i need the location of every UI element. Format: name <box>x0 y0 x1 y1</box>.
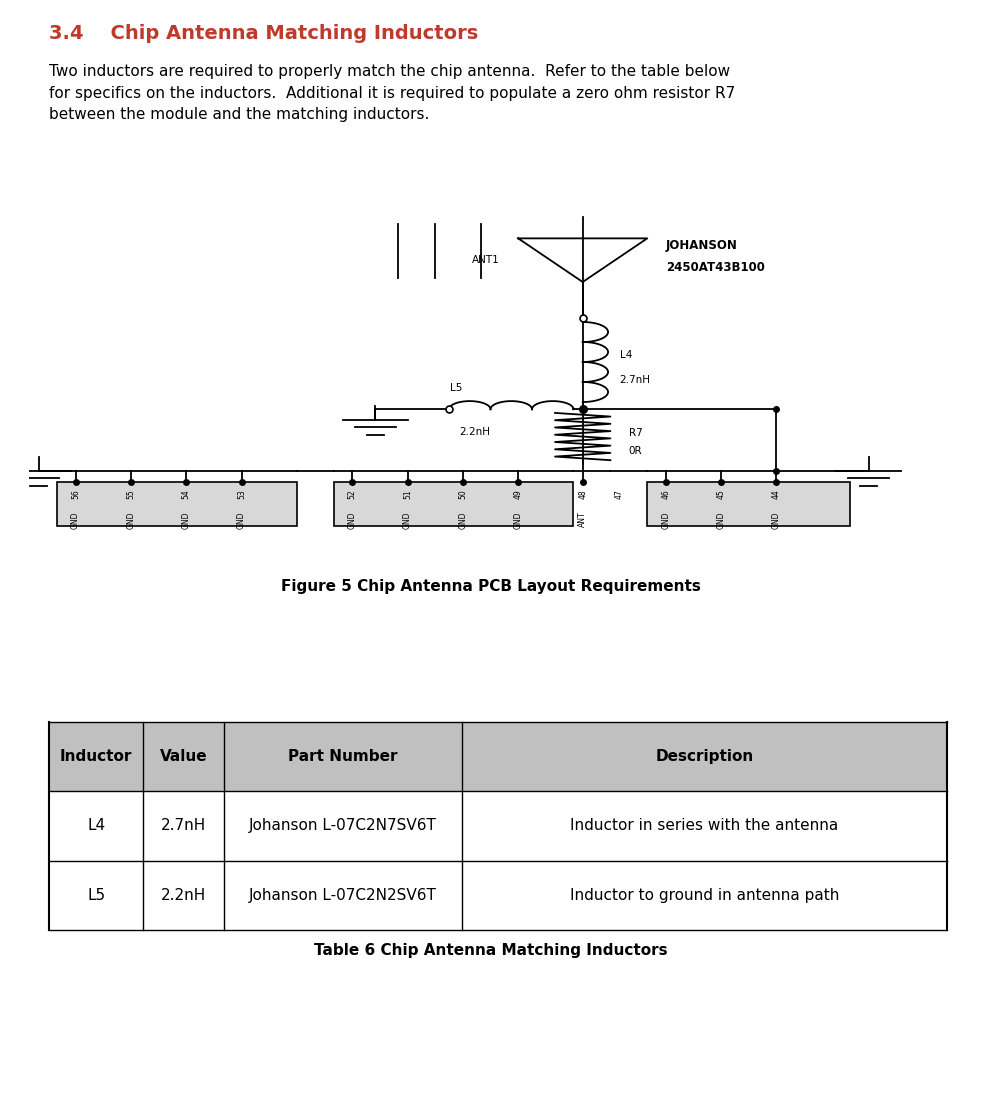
Text: Inductor: Inductor <box>60 749 132 764</box>
FancyBboxPatch shape <box>49 861 947 930</box>
Text: Two inductors are required to properly match the chip antenna.  Refer to the tab: Two inductors are required to properly m… <box>49 64 736 122</box>
Bar <box>647 482 851 526</box>
Text: Table 6 Chip Antenna Matching Inductors: Table 6 Chip Antenna Matching Inductors <box>314 943 667 959</box>
Text: 2.2nH: 2.2nH <box>459 426 490 436</box>
Text: GND: GND <box>716 511 726 529</box>
FancyBboxPatch shape <box>49 722 947 791</box>
Text: 47: 47 <box>615 489 624 499</box>
Text: 45: 45 <box>716 489 726 499</box>
Text: L4: L4 <box>620 349 632 359</box>
Text: 0R: 0R <box>629 446 643 456</box>
Bar <box>57 482 297 526</box>
Text: Johanson L-07C2N7SV6T: Johanson L-07C2N7SV6T <box>249 819 437 833</box>
Text: JOHANSON: JOHANSON <box>666 239 738 252</box>
Text: Johanson L-07C2N2SV6T: Johanson L-07C2N2SV6T <box>249 888 437 903</box>
Text: GND: GND <box>514 511 523 529</box>
Text: GND: GND <box>772 511 781 529</box>
Text: 55: 55 <box>127 489 135 499</box>
FancyBboxPatch shape <box>49 791 947 861</box>
Text: 54: 54 <box>181 489 190 499</box>
Text: GND: GND <box>458 511 467 529</box>
Text: GND: GND <box>71 511 80 529</box>
Text: Inductor in series with the antenna: Inductor in series with the antenna <box>570 819 839 833</box>
Text: ANT1: ANT1 <box>472 256 499 266</box>
Text: 52: 52 <box>347 489 357 499</box>
Text: 56: 56 <box>71 489 80 499</box>
Text: GND: GND <box>661 511 670 529</box>
Text: 2.2nH: 2.2nH <box>161 888 206 903</box>
Text: 50: 50 <box>458 489 467 499</box>
Text: 2.7nH: 2.7nH <box>620 375 650 386</box>
Text: 48: 48 <box>578 489 588 499</box>
Text: Inductor to ground in antenna path: Inductor to ground in antenna path <box>570 888 839 903</box>
Text: L4: L4 <box>87 819 105 833</box>
Text: 49: 49 <box>514 489 523 499</box>
Text: GND: GND <box>403 511 412 529</box>
Text: 2.7nH: 2.7nH <box>161 819 206 833</box>
Bar <box>334 482 574 526</box>
Text: GND: GND <box>347 511 357 529</box>
Text: GND: GND <box>127 511 135 529</box>
Text: L5: L5 <box>449 383 462 393</box>
Text: 53: 53 <box>237 489 246 499</box>
Text: Figure 5 Chip Antenna PCB Layout Requirements: Figure 5 Chip Antenna PCB Layout Require… <box>281 579 700 594</box>
Text: 51: 51 <box>403 489 412 499</box>
Text: 46: 46 <box>661 489 670 499</box>
Text: 2450AT43B100: 2450AT43B100 <box>666 261 764 274</box>
Text: Part Number: Part Number <box>288 749 397 764</box>
Text: Value: Value <box>160 749 208 764</box>
Text: GND: GND <box>237 511 246 529</box>
Text: 3.4    Chip Antenna Matching Inductors: 3.4 Chip Antenna Matching Inductors <box>49 24 479 43</box>
Text: ANT: ANT <box>578 511 588 527</box>
Text: 44: 44 <box>772 489 781 499</box>
Text: Description: Description <box>655 749 753 764</box>
Text: GND: GND <box>181 511 190 529</box>
Text: L5: L5 <box>87 888 105 903</box>
Text: R7: R7 <box>629 428 643 437</box>
